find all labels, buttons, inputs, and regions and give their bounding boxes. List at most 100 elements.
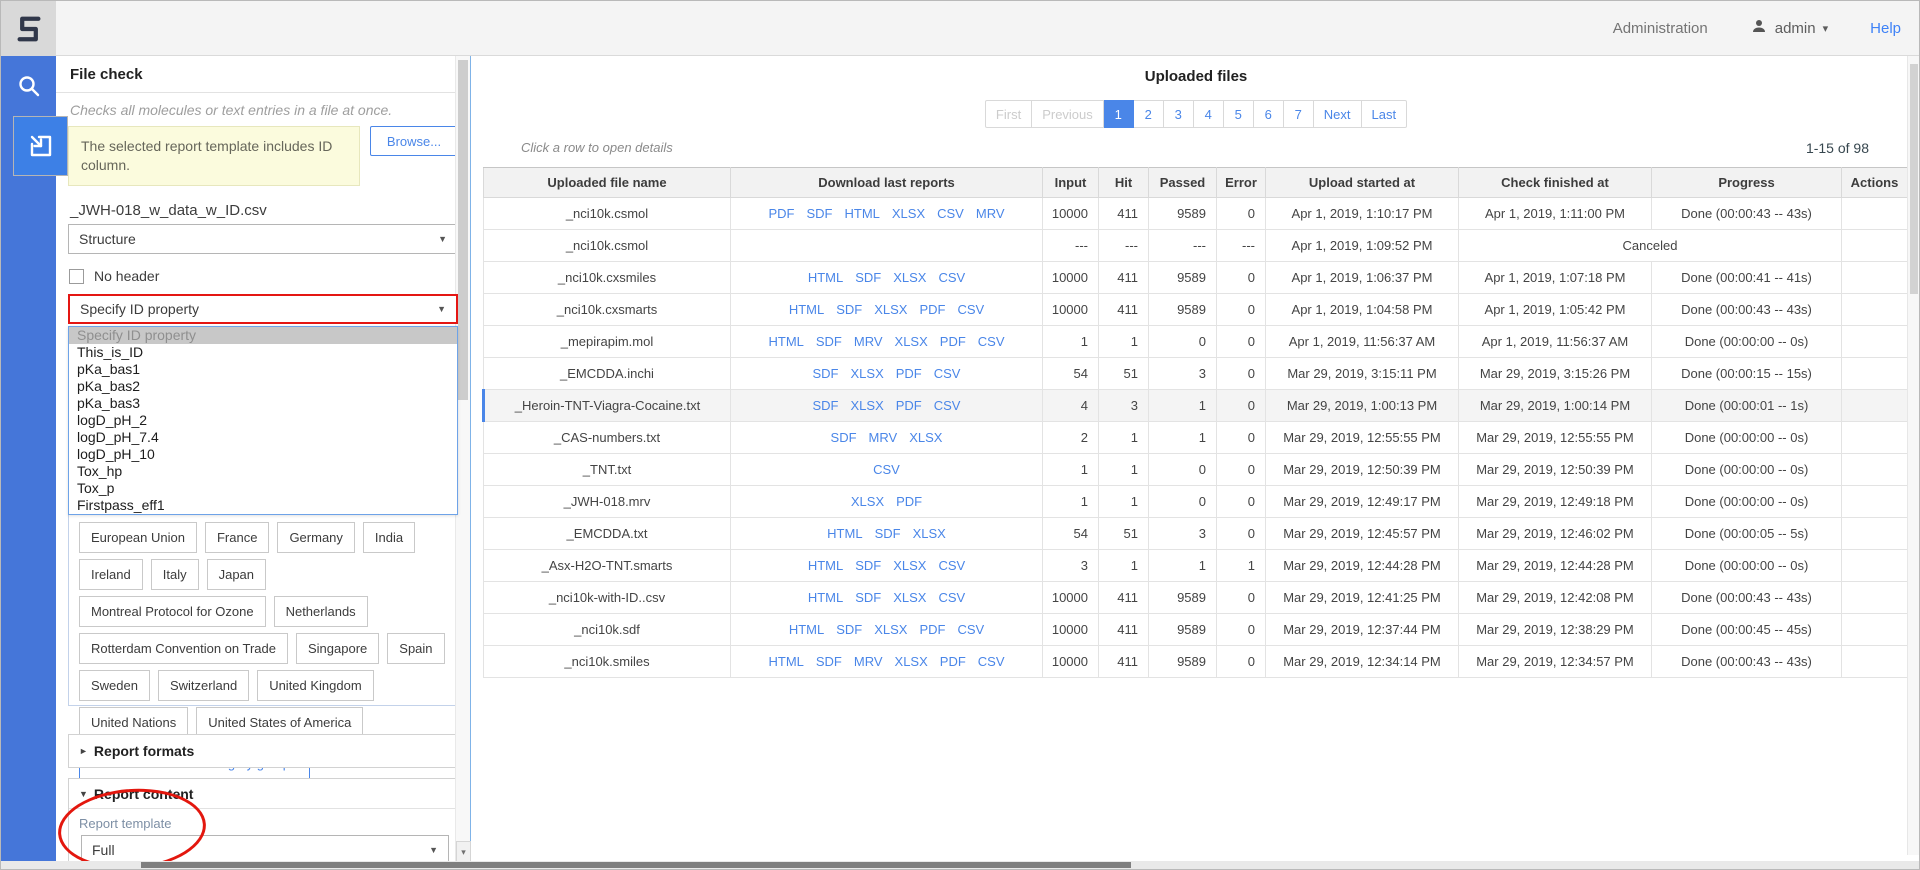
report-link[interactable]: CSV: [938, 558, 966, 573]
report-link[interactable]: CSV: [933, 398, 961, 413]
id-property-select[interactable]: Specify ID property ▼: [68, 294, 458, 324]
report-link[interactable]: HTML: [827, 526, 863, 541]
id-option[interactable]: Tox_p: [77, 480, 115, 496]
report-link[interactable]: PDF: [895, 366, 922, 381]
report-link[interactable]: XLSX: [909, 430, 943, 445]
checkbox-box[interactable]: [69, 268, 84, 284]
report-link[interactable]: SDF: [855, 270, 882, 285]
report-link[interactable]: XLSX: [874, 302, 908, 317]
table-row[interactable]: _EMCDDA.txt HTML SDF XLSX 54 51 3 0 Mar 29, 2019…: [483, 517, 1908, 550]
report-link[interactable]: PDF: [939, 334, 966, 349]
report-link[interactable]: XLSX: [893, 590, 927, 605]
report-link[interactable]: HTML: [788, 622, 825, 637]
table-row[interactable]: _nci10k.csmol PDF SDF HTML XLSX CSV MRV 10000 41…: [483, 197, 1908, 230]
column-header[interactable]: Upload started at: [1265, 167, 1459, 198]
report-link[interactable]: XLSX: [912, 526, 946, 541]
report-link[interactable]: SDF: [874, 526, 901, 541]
page-number[interactable]: 7: [1283, 100, 1314, 128]
column-header[interactable]: Hit: [1098, 167, 1149, 198]
report-link[interactable]: SDF: [812, 366, 839, 381]
page-number[interactable]: 6: [1253, 100, 1284, 128]
report-link[interactable]: XLSX: [891, 206, 926, 221]
category-chip[interactable]: Ireland: [79, 559, 143, 590]
id-option[interactable]: pKa_bas2: [77, 378, 141, 394]
table-row[interactable]: _nci10k.cxsmarts HTML SDF XLSX PDF CSV 10000 41…: [483, 293, 1908, 326]
report-link[interactable]: CSV: [938, 270, 966, 285]
category-chip[interactable]: France: [204, 522, 270, 553]
report-link[interactable]: CSV: [977, 334, 1005, 349]
report-link[interactable]: SDF: [812, 398, 839, 413]
report-link[interactable]: SDF: [830, 430, 857, 445]
no-header-checkbox[interactable]: No header: [69, 268, 159, 284]
report-link[interactable]: XLSX: [850, 494, 885, 509]
report-link[interactable]: XLSX: [894, 334, 928, 349]
structure-select[interactable]: Structure ▼: [68, 224, 458, 254]
category-chip[interactable]: United States of America: [196, 707, 364, 738]
report-link[interactable]: CSV: [938, 590, 966, 605]
report-formats-header[interactable]: ► Report formats: [79, 743, 195, 759]
scroll-down-icon[interactable]: ▾: [456, 841, 471, 863]
report-link[interactable]: MRV: [853, 654, 883, 669]
table-row[interactable]: _Heroin-TNT-Viagra-Cocaine.txt SDF XLSX PDF…: [482, 389, 1908, 422]
page-number[interactable]: 5: [1223, 100, 1254, 128]
page-last[interactable]: Last: [1361, 100, 1408, 128]
category-chip[interactable]: United Nations: [79, 707, 189, 738]
report-link[interactable]: SDF: [836, 302, 863, 317]
report-link[interactable]: SDF: [806, 206, 833, 221]
report-link[interactable]: MRV: [853, 334, 883, 349]
page-number[interactable]: 3: [1163, 100, 1194, 128]
column-header[interactable]: Input: [1042, 167, 1099, 198]
report-link[interactable]: SDF: [855, 590, 882, 605]
scrollbar-thumb[interactable]: [458, 60, 468, 400]
page-number[interactable]: 2: [1133, 100, 1164, 128]
report-link[interactable]: CSV: [957, 302, 985, 317]
table-row[interactable]: _JWH-018.mrv XLSX PDF 1 1 0 0 Mar 29, 2019, 12:…: [483, 485, 1908, 518]
report-link[interactable]: HTML: [768, 654, 804, 669]
report-link[interactable]: HTML: [768, 334, 804, 349]
page-next[interactable]: Next: [1313, 100, 1362, 128]
report-link[interactable]: PDF: [919, 622, 946, 637]
report-link[interactable]: XLSX: [893, 270, 927, 285]
table-row[interactable]: _nci10k.sdf HTML SDF XLSX PDF CSV 10000 411 9589…: [483, 613, 1908, 646]
page-number[interactable]: 4: [1193, 100, 1224, 128]
table-row[interactable]: _nci10k-with-ID..csv HTML SDF XLSX CSV 10000 4…: [483, 581, 1908, 614]
category-chip[interactable]: Sweden: [79, 670, 150, 701]
report-link[interactable]: HTML: [788, 302, 825, 317]
app-logo[interactable]: [1, 1, 56, 56]
scrollbar-thumb[interactable]: [141, 862, 1131, 868]
report-link[interactable]: CSV: [933, 366, 961, 381]
table-row[interactable]: _CAS-numbers.txt SDF MRV XLSX 2 1 1 0 Mar 29, 20…: [483, 421, 1908, 454]
report-link[interactable]: CSV: [873, 462, 900, 477]
report-link[interactable]: XLSX: [874, 622, 908, 637]
help-link[interactable]: Help: [1870, 19, 1901, 37]
id-option[interactable]: Firstpass_eff1: [77, 497, 165, 513]
report-link[interactable]: HTML: [807, 270, 844, 285]
user-menu[interactable]: admin ▾: [1750, 17, 1828, 39]
report-link[interactable]: XLSX: [893, 558, 927, 573]
report-link[interactable]: CSV: [977, 654, 1005, 669]
report-link[interactable]: PDF: [768, 206, 795, 221]
report-link[interactable]: PDF: [939, 654, 966, 669]
page-number[interactable]: 1: [1103, 100, 1134, 128]
report-link[interactable]: PDF: [896, 494, 923, 509]
report-link[interactable]: SDF: [815, 654, 842, 669]
table-row[interactable]: _EMCDDA.inchi SDF XLSX PDF CSV 54 51 3 0 Mar 29, …: [483, 357, 1908, 390]
page-vertical-scrollbar[interactable]: [1907, 56, 1919, 855]
table-row[interactable]: _mepirapim.mol HTML SDF MRV XLSX PDF CSV 1 1 0 0 Ap…: [483, 325, 1908, 358]
report-link[interactable]: MRV: [975, 206, 1005, 221]
category-chip[interactable]: India: [362, 522, 416, 553]
category-chip[interactable]: Germany: [277, 522, 355, 553]
id-option[interactable]: logD_pH_10: [77, 446, 155, 462]
report-link[interactable]: SDF: [815, 334, 842, 349]
table-row[interactable]: _TNT.txt CSV 1 1 0 0 Mar 29, 2019, 12:50:39 PM…: [483, 453, 1908, 486]
report-link[interactable]: SDF: [855, 558, 882, 573]
category-chip[interactable]: Switzerland: [157, 670, 250, 701]
id-option[interactable]: This_is_ID: [77, 344, 144, 360]
id-option[interactable]: Specify ID property: [69, 327, 457, 344]
id-option[interactable]: Tox_hp: [77, 463, 123, 479]
report-link[interactable]: MRV: [868, 430, 898, 445]
browse-button[interactable]: Browse...: [370, 126, 458, 156]
report-link[interactable]: HTML: [844, 206, 880, 221]
category-chip[interactable]: Montreal Protocol for Ozone: [79, 596, 266, 627]
report-link[interactable]: CSV: [957, 622, 985, 637]
